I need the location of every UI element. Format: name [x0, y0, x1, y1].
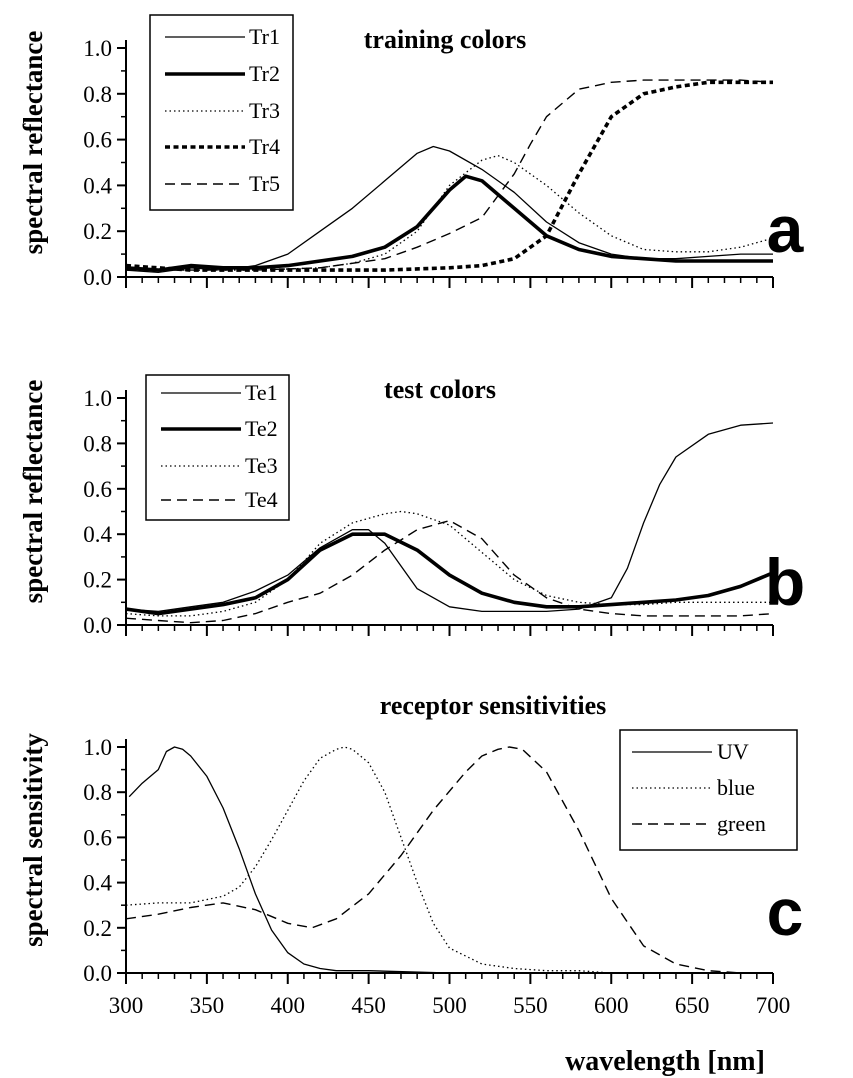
legend-label: Te2: [245, 416, 278, 441]
x-tick-label: 350: [190, 993, 225, 1018]
legend-box: [619, 729, 798, 851]
x-tick-label: 450: [351, 993, 386, 1018]
series-line-green: [125, 746, 773, 974]
legend-label: Tr3: [249, 98, 280, 123]
y-tick-label: 0.2: [83, 568, 112, 593]
panel-title: receptor sensitivities: [380, 691, 606, 720]
y-tick-label: 0.0: [83, 613, 112, 638]
y-tick-label: 0.8: [83, 431, 112, 456]
legend-label: Tr4: [249, 134, 280, 159]
y-tick-label: 0.4: [83, 173, 112, 198]
legend-label: Tr2: [249, 61, 280, 86]
panel-letter: c: [767, 875, 804, 949]
y-tick-label: 1.0: [83, 386, 112, 411]
y-tick-label: 0.6: [83, 825, 112, 850]
y-tick-label: 0.2: [83, 916, 112, 941]
legend-label: UV: [717, 739, 749, 764]
y-tick-label: 0.0: [83, 961, 112, 986]
legend-label: Te4: [245, 487, 278, 512]
y-tick-label: 0.6: [83, 128, 112, 153]
series-line-te1: [125, 422, 774, 613]
legend: Tr1 Tr2 Tr3 Tr4 Tr5: [149, 14, 294, 211]
legend-label: green: [717, 811, 766, 836]
y-tick-label: 0.6: [83, 477, 112, 502]
x-tick-label: 500: [432, 993, 467, 1018]
series-line-te2: [125, 532, 774, 616]
legend: UV blue green: [619, 729, 798, 851]
legend-box: [149, 14, 294, 211]
y-tick-label: 0.4: [83, 871, 112, 896]
legend-label: Tr1: [249, 24, 280, 49]
series-line-te4: [125, 519, 774, 624]
x-tick-label: 700: [756, 993, 791, 1018]
series-line-tr5: [126, 79, 774, 271]
y-axis-label: spectral sensitivity: [18, 733, 48, 947]
y-tick-label: 0.0: [83, 265, 112, 290]
x-tick-label: 600: [594, 993, 629, 1018]
series-line-tr4: [125, 80, 773, 272]
panel-b: 0.0 0.2 0.4 0.6 0.8 1.0 spectral reflectance te…: [18, 374, 805, 638]
legend-label: blue: [717, 775, 755, 800]
panel-c: 0.0 0.2 0.4 0.6 0.8 1.0 300 350 400 450 500 550 600 6…: [18, 691, 803, 1018]
x-tick-label: 550: [513, 993, 548, 1018]
x-axis-label: wavelength [nm]: [565, 1046, 765, 1077]
y-tick-label: 1.0: [83, 735, 112, 760]
panel-a: 0.0 0.2 0.4 0.6 0.8 1.0 spectral reflectance tr…: [18, 14, 805, 290]
legend-label: Te3: [245, 453, 278, 478]
x-tick-label: 650: [675, 993, 710, 1018]
y-axis-label: spectral reflectance: [18, 380, 48, 604]
x-tick-label: 300: [109, 993, 144, 1018]
legend-label: Tr5: [249, 171, 280, 196]
panel-letter: b: [765, 545, 805, 619]
legend-label: Te1: [245, 380, 278, 405]
panel-title: test colors: [384, 375, 496, 404]
y-tick-label: 0.2: [83, 219, 112, 244]
y-axis-label: spectral reflectance: [18, 31, 48, 255]
panel-letter: a: [767, 192, 805, 266]
series-line-tr2: [125, 174, 773, 272]
y-tick-label: 1.0: [83, 36, 112, 61]
series-line-uv: [128, 746, 773, 974]
legend-box: [145, 374, 290, 521]
y-tick-label: 0.8: [83, 780, 112, 805]
y-tick-label: 0.4: [83, 522, 112, 547]
panel-title: training colors: [364, 25, 527, 54]
x-tick-label: 400: [271, 993, 306, 1018]
y-tick-label: 0.8: [83, 82, 112, 107]
legend: Te1 Te2 Te3 Te4: [145, 374, 290, 521]
